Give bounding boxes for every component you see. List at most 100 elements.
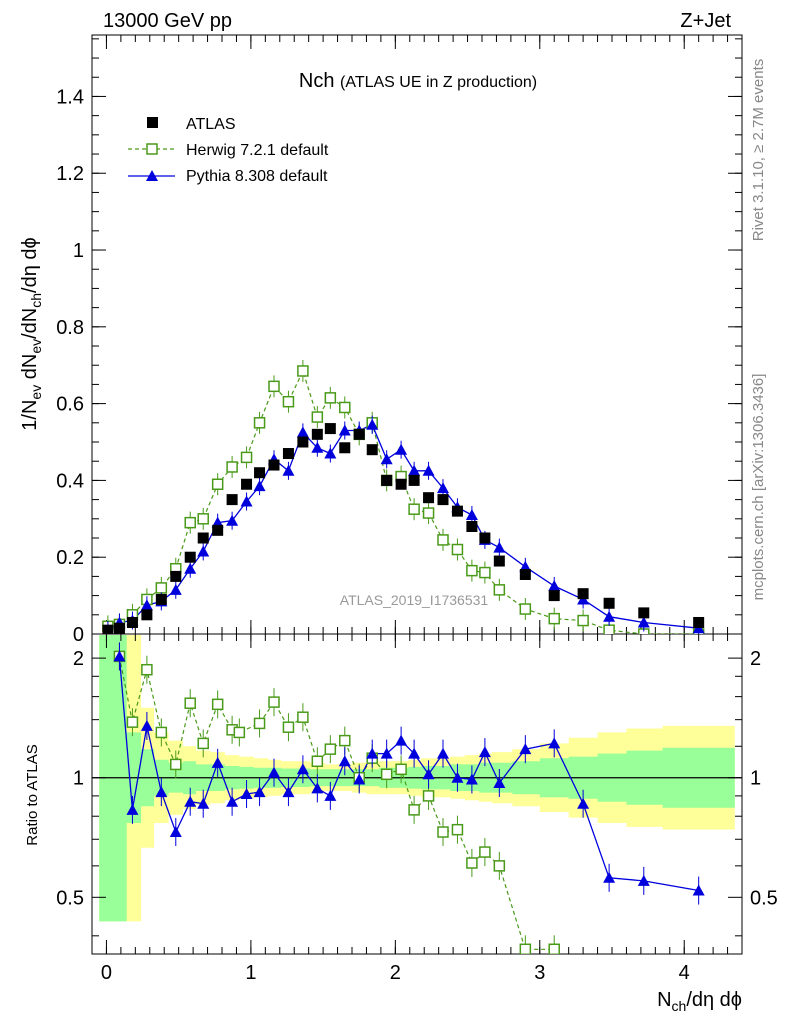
herwig-point: [184, 516, 196, 529]
main-title-name: Nch: [299, 70, 335, 92]
pythia-point: [548, 580, 561, 592]
pythia-ratio-point: [519, 743, 532, 755]
ratio-y-tick-label: 0.5: [56, 887, 84, 909]
pythia-ratio-point: [282, 786, 295, 798]
ratio-panel-data: [92, 642, 742, 954]
header-left: 13000 GeV pp: [103, 10, 232, 32]
herwig-point: [493, 584, 506, 596]
atlas-point: [638, 607, 650, 619]
herwig-ratio-point: [282, 721, 295, 733]
pythia-point: [240, 495, 253, 507]
pythia-ratio-point: [408, 747, 421, 759]
herwig-ratio-point: [211, 698, 224, 711]
atlas-point: [479, 532, 491, 544]
pythia-ratio-point: [395, 734, 408, 746]
herwig-ratio-point: [408, 804, 420, 816]
pythia-ratio-point: [366, 747, 379, 759]
herwig-point: [155, 582, 168, 594]
herwig-ratio-point: [339, 734, 351, 747]
pythia-ratio-point: [637, 874, 650, 886]
pythia-point: [465, 508, 478, 520]
atlas-point: [324, 423, 336, 435]
herwig-point: [548, 612, 560, 625]
atlas-point: [423, 492, 435, 504]
pythia-point: [169, 583, 182, 595]
herwig-point: [311, 411, 324, 423]
pythia-ratio-point: [268, 766, 280, 778]
herwig-ratio-point: [311, 755, 324, 768]
herwig-ratio-point: [519, 943, 532, 954]
pythia-ratio-point: [422, 768, 435, 780]
herwig-ratio-point: [548, 943, 560, 954]
pythia-point: [603, 610, 616, 622]
side-label-source: mcplots.cern.ch [arXiv:1306.3436]: [750, 374, 767, 601]
herwig-point: [437, 534, 449, 546]
pythia-point: [253, 480, 266, 492]
atlas-point: [155, 593, 167, 605]
herwig-ratio-point: [451, 823, 464, 836]
side-label-rivet: Rivet 3.1.10, ≥ 2.7M events: [750, 59, 767, 242]
herwig-point: [240, 451, 253, 464]
pythia-ratio-point: [548, 737, 561, 749]
main-y-tick-label: 0.4: [56, 470, 84, 492]
main-y-tick-label: 0.6: [56, 394, 84, 416]
herwig-ratio-point: [437, 826, 449, 838]
pythia-ratio-point: [253, 786, 266, 798]
herwig-point: [519, 603, 532, 615]
pythia-ratio-point: [226, 795, 239, 807]
atlas-point: [519, 568, 531, 580]
pythia-point: [311, 441, 324, 453]
atlas-point: [366, 444, 378, 456]
pythia-ratio-point: [437, 747, 449, 759]
atlas-point: [577, 588, 589, 600]
herwig-point: [408, 503, 420, 515]
herwig-ratio-point: [253, 717, 266, 730]
atlas-point: [184, 551, 196, 563]
pythia-point: [408, 464, 421, 476]
pythia-ratio-point: [113, 650, 126, 662]
ratio-y-tick-label: 1: [73, 768, 84, 790]
main-title: Nch (ATLAS UE in Z production): [299, 70, 537, 92]
header-right: Z+Jet: [680, 10, 731, 32]
herwig-ratio-point: [170, 758, 182, 771]
pythia-point: [338, 424, 351, 436]
pythia-ratio-point: [140, 719, 153, 731]
pythia-point: [437, 482, 449, 494]
x-tick-label: 2: [390, 962, 401, 984]
legend-atlas-label: ATLAS: [186, 116, 236, 133]
main-y-tick-label: 1.2: [56, 163, 84, 185]
pythia-ratio-point: [169, 826, 182, 838]
herwig-ratio-point: [479, 846, 491, 858]
herwig-ratio-point: [141, 663, 153, 676]
herwig-point: [422, 507, 435, 519]
pythia-ratio-point: [465, 773, 478, 785]
x-tick-label: 0: [101, 962, 112, 984]
x-tick-label: 4: [679, 962, 690, 984]
legend: ATLAS Herwig 7.2.1 default Pythia 8.308 …: [128, 116, 329, 185]
ratio-y-axis-label: Ratio to ATLAS: [24, 744, 41, 845]
main-y-tick-label: 0.2: [56, 547, 84, 569]
herwig-point: [282, 395, 295, 408]
legend-atlas-marker: [147, 117, 158, 128]
herwig-point: [451, 543, 464, 556]
atlas-point: [141, 609, 153, 621]
legend-pythia-label: Pythia 8.308 default: [186, 168, 328, 185]
pythia-ratio-point: [155, 786, 168, 798]
pythia-point: [226, 514, 239, 526]
herwig-ratio-point: [268, 696, 280, 708]
herwig-ratio-point: [493, 860, 506, 872]
atlas-point: [212, 524, 224, 536]
atlas-point: [254, 467, 266, 479]
atlas-point: [297, 436, 309, 448]
main-y-tick-label: 0: [73, 624, 84, 646]
pythia-ratio-point: [197, 797, 210, 809]
pythia-ratio-point: [692, 884, 705, 896]
herwig-ratio-line: [118, 656, 555, 950]
pythia-point: [493, 541, 506, 553]
herwig-point: [253, 417, 266, 429]
herwig-point: [297, 365, 309, 377]
main-y-tick-label: 1: [73, 240, 84, 262]
pythia-point: [184, 562, 197, 574]
herwig-ratio-point: [422, 790, 435, 802]
